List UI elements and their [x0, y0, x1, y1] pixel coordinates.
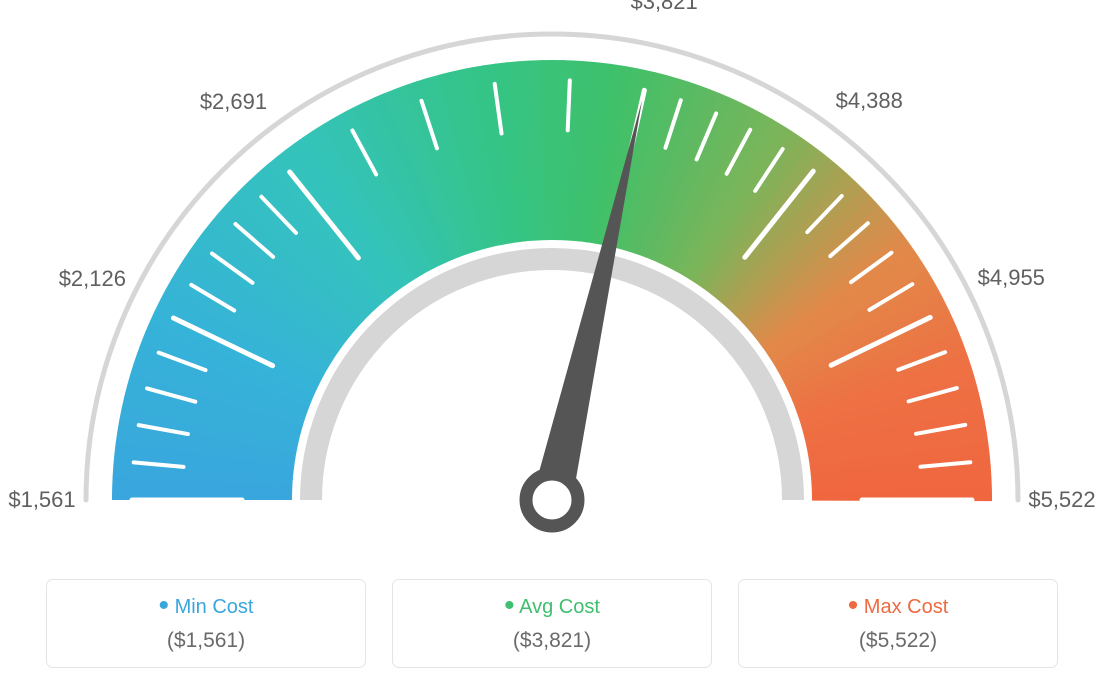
gauge-tick-label: $4,955 [978, 265, 1045, 291]
legend-dot-max: • [848, 589, 859, 622]
legend-dot-min: • [159, 589, 170, 622]
legend-card-min: • Min Cost ($1,561) [46, 579, 366, 668]
legend-row: • Min Cost ($1,561) • Avg Cost ($3,821) … [0, 579, 1104, 668]
legend-title-avg: • Avg Cost [403, 596, 701, 619]
gauge-tick-label: $2,126 [59, 266, 126, 292]
legend-value-min: ($1,561) [57, 629, 355, 653]
gauge-tick-label: $5,522 [1028, 487, 1095, 513]
cost-gauge: $1,561 $2,126 $2,691 $3,821 $4,388 $4,955 $5,5… [0, 0, 1104, 540]
legend-label-max: Max Cost [864, 596, 948, 618]
legend-title-max: • Max Cost [749, 596, 1047, 619]
legend-title-min: • Min Cost [57, 596, 355, 619]
gauge-tick-label: $4,388 [836, 88, 903, 114]
legend-value-max: ($5,522) [749, 629, 1047, 653]
gauge-tick-label: $2,691 [200, 89, 267, 115]
legend-dot-avg: • [504, 589, 515, 622]
legend-card-max: • Max Cost ($5,522) [738, 579, 1058, 668]
legend-label-min: Min Cost [175, 596, 254, 618]
gauge-svg [0, 0, 1104, 540]
gauge-tick-label: $3,821 [630, 0, 697, 15]
legend-label-avg: Avg Cost [519, 596, 600, 618]
legend-value-avg: ($3,821) [403, 629, 701, 653]
gauge-tick-label: $1,561 [8, 487, 75, 513]
legend-card-avg: • Avg Cost ($3,821) [392, 579, 712, 668]
gauge-needle-hub [526, 474, 578, 526]
